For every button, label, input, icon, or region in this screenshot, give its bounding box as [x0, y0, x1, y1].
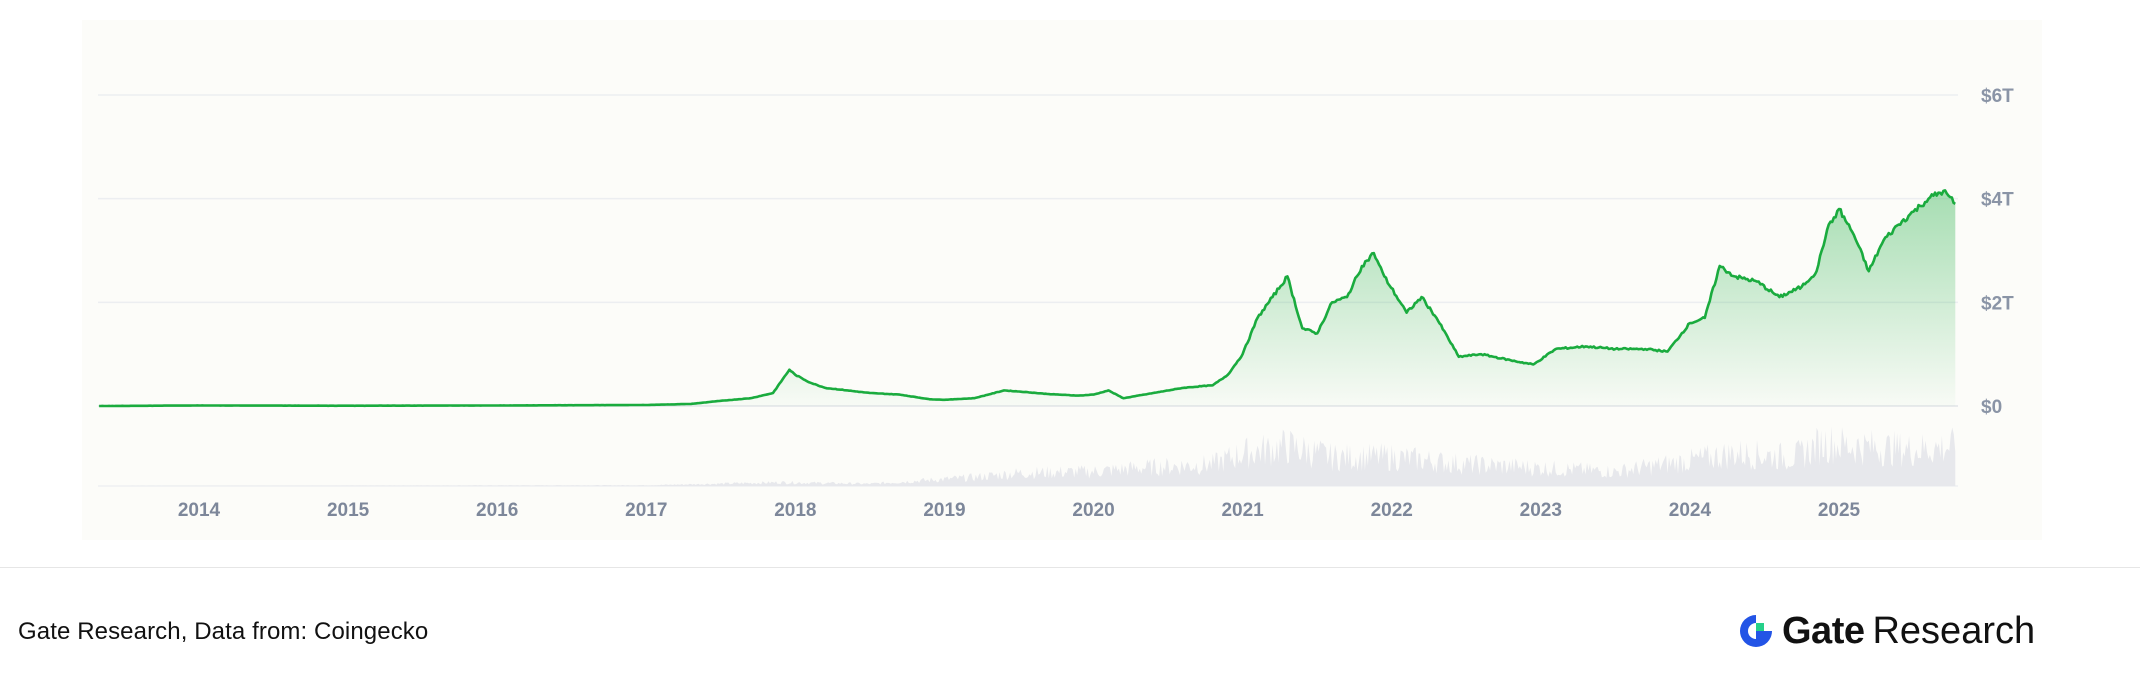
volume-area	[99, 426, 1956, 486]
x-tick-label: 2019	[923, 500, 965, 521]
footer-divider	[0, 567, 2140, 568]
source-caption: Gate Research, Data from: Coingecko	[18, 618, 429, 645]
x-tick-label: 2014	[178, 500, 221, 521]
volume-layer	[99, 426, 1956, 486]
x-tick-label: 2017	[625, 500, 667, 521]
brand-research-text: Research	[1872, 609, 2036, 652]
chart-area: $0 $2T $4T $6T 2014 2015 2016 2017 2018 2019 2020…	[98, 86, 2015, 521]
x-tick-label: 2021	[1221, 500, 1264, 521]
y-tick-label: $2T	[1981, 293, 2014, 314]
brand-logo: Gate Research	[1738, 606, 2035, 656]
series-area-0	[99, 190, 1956, 406]
y-tick-label: $6T	[1981, 86, 2014, 107]
gate-logo-icon	[1740, 615, 1772, 647]
x-tick-label: 2015	[327, 500, 370, 521]
y-axis: $0 $2T $4T $6T	[1981, 86, 2014, 418]
series-line-0	[99, 189, 1956, 408]
y-tick-label: $4T	[1981, 190, 2014, 211]
x-tick-label: 2020	[1072, 500, 1114, 521]
x-tick-label: 2018	[774, 500, 816, 521]
brand-gate-text: Gate	[1782, 609, 1865, 652]
x-tick-label: 2024	[1669, 500, 1712, 521]
x-tick-label: 2022	[1371, 500, 1413, 521]
x-tick-label: 2023	[1520, 500, 1562, 521]
brand-text: Gate Research	[1782, 610, 2035, 653]
y-tick-label: $0	[1981, 397, 2002, 418]
line-layer	[99, 189, 1956, 408]
area-layer	[99, 190, 1956, 406]
x-tick-label: 2025	[1818, 500, 1861, 521]
x-tick-label: 2016	[476, 500, 518, 521]
market-cap-chart: $0 $2T $4T $6T 2014 2015 2016 2017 2018 2019 2020…	[98, 86, 2015, 521]
x-axis: 2014 2015 2016 2017 2018 2019 2020 2021 2022 2023…	[178, 500, 1861, 521]
